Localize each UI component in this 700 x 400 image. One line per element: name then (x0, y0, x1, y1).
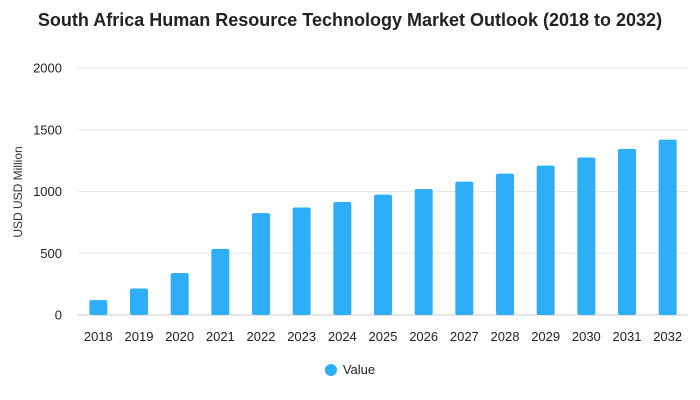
x-tick-label: 2019 (125, 329, 154, 344)
bar-2019[interactable] (130, 288, 148, 315)
x-axis-ticks: 2018 2019 2020 2021 2022 2023 2024 2025 2026 2027… (84, 329, 682, 344)
bar-2031[interactable] (618, 148, 636, 315)
bar-series (89, 139, 677, 315)
x-tick-label: 2023 (287, 329, 316, 344)
chart-title: South Africa Human Resource Technology M… (37, 10, 663, 30)
x-tick-label: 2029 (531, 329, 560, 344)
x-tick-label: 2025 (369, 329, 398, 344)
y-tick-label: 500 (40, 246, 62, 261)
x-tick-label: 2028 (491, 329, 520, 344)
y-tick-label: 0 (55, 308, 62, 323)
bar-2023[interactable] (292, 207, 311, 315)
x-tick-label: 2031 (613, 329, 642, 344)
y-tick-label: 1000 (33, 184, 62, 199)
x-tick-label: 2032 (653, 329, 682, 344)
bar-2032[interactable] (658, 139, 677, 315)
bar-2027[interactable] (455, 181, 474, 315)
legend-label-value: Value (342, 362, 376, 377)
bar-2028[interactable] (496, 173, 514, 315)
x-tick-label: 2021 (206, 329, 235, 344)
x-tick-label: 2030 (572, 329, 601, 344)
x-tick-label: 2020 (165, 329, 194, 344)
bar-2030[interactable] (577, 157, 596, 315)
y-tick-label: 2000 (33, 61, 62, 76)
bar-2029[interactable] (536, 165, 555, 315)
bar-2024[interactable] (333, 201, 352, 315)
bar-2018[interactable] (89, 300, 108, 315)
bar-2026[interactable] (414, 189, 433, 315)
bar-2020[interactable] (170, 273, 189, 315)
y-axis-ticks: 0 500 1000 1500 2000 (33, 61, 62, 323)
legend-swatch-value (324, 363, 337, 376)
bar-2025[interactable] (374, 194, 392, 315)
bar-2022[interactable] (252, 213, 270, 315)
y-axis-title: USD USD Million (11, 146, 25, 237)
x-tick-label: 2026 (409, 329, 438, 344)
x-tick-label: 2022 (247, 329, 276, 344)
x-tick-label: 2018 (84, 329, 113, 344)
y-tick-label: 1500 (33, 122, 62, 137)
bar-2021[interactable] (211, 248, 230, 315)
x-tick-label: 2027 (450, 329, 479, 344)
legend[interactable]: Value (0, 362, 700, 377)
x-tick-label: 2024 (328, 329, 357, 344)
